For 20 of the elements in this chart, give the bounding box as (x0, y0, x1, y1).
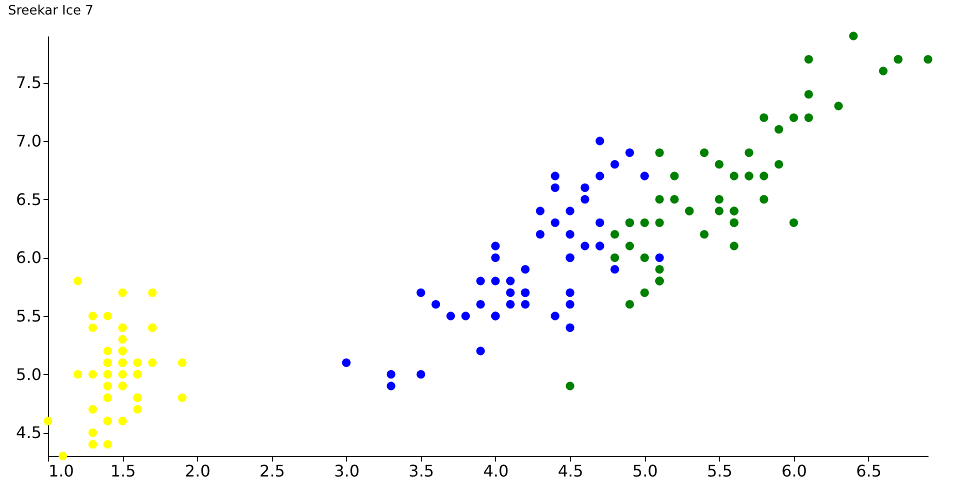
y-tick-label: 6.5 (16, 190, 42, 209)
x-tick-label: 3.5 (408, 462, 434, 480)
y-tick-label: 4.5 (16, 423, 42, 442)
x-tick-label: 2.0 (184, 462, 210, 480)
chart-title: Sreekar Ice 7 (8, 4, 94, 19)
x-tick-label: 4.5 (558, 462, 584, 480)
x-tick-label: 6.5 (856, 462, 882, 480)
x-tick-label: 5.0 (632, 462, 658, 480)
y-tick-label: 6.0 (16, 248, 42, 268)
y-tick-label: 7.5 (16, 73, 42, 92)
y-tick-label: 5.5 (16, 306, 42, 326)
x-tick-label: 1.0 (48, 462, 74, 480)
y-tick-label: 7.0 (16, 132, 42, 150)
x-tick-label: 1.5 (110, 462, 136, 480)
x-tick-label: 4.0 (483, 462, 509, 480)
x-tick-label: 2.5 (260, 462, 285, 480)
x-tick-label: 3.0 (334, 462, 360, 480)
x-tick-label: 5.5 (706, 462, 732, 480)
x-tick-label: 6.0 (782, 462, 807, 480)
y-tick-label: 5.0 (16, 364, 42, 384)
